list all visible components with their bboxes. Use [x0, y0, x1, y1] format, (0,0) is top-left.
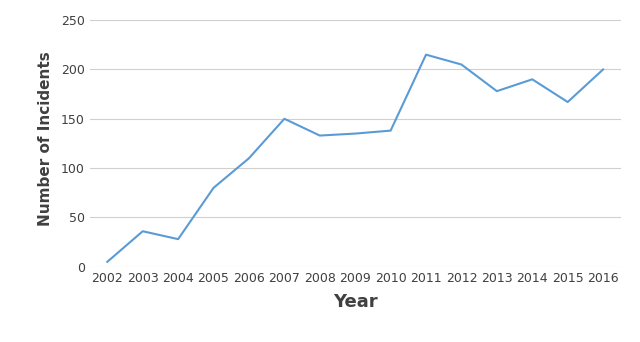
X-axis label: Year: Year [333, 293, 378, 311]
Y-axis label: Number of Incidents: Number of Incidents [38, 51, 52, 226]
